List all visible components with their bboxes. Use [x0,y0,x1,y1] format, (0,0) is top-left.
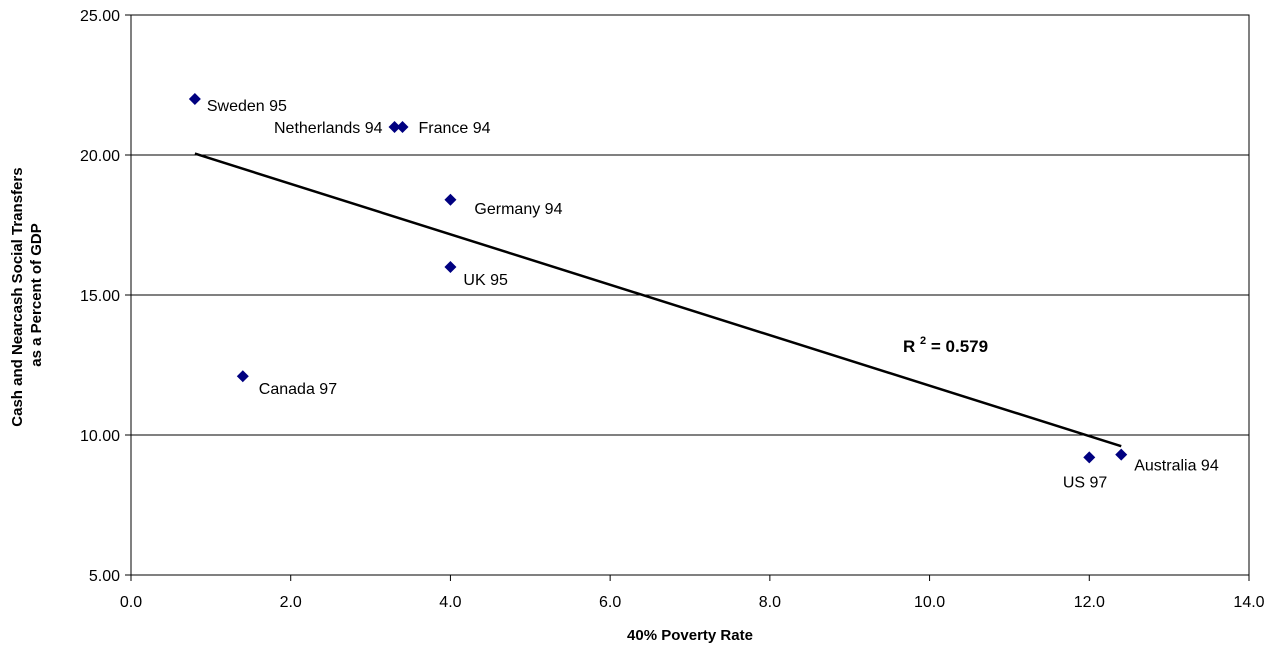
data-point-label: UK 95 [463,272,508,289]
trendline [194,152,1122,448]
x-tick-label: 0.0 [120,594,142,611]
y-tick-label: 20.00 [80,148,120,165]
x-tick-label: 2.0 [280,594,302,611]
y-axis-title-line-2: as a Percent of GDP [28,223,45,366]
data-point-label: France 94 [419,120,491,137]
data-point-label: Netherlands 94 [274,120,383,137]
data-point-marker [388,121,401,133]
y-tick-label: 25.00 [80,8,120,25]
y-tick-label: 15.00 [80,288,120,305]
x-axis-title: 40% Poverty Rate [627,627,753,644]
data-point-label: US 97 [1063,474,1108,491]
x-tick-label: 4.0 [439,594,461,611]
r-squared-annotation: R 2 = 0.579 [903,329,988,356]
x-tick-label: 8.0 [759,594,781,611]
data-point-marker [444,261,457,273]
point-labels: Sweden 95 Netherlands 94 France 94 Germany … [207,98,1219,491]
x-tick-label: 10.0 [914,594,945,611]
y-tick-label: 5.00 [89,568,120,585]
y-tick-label: 10.00 [80,428,120,445]
data-point-label: Australia 94 [1134,458,1219,475]
data-point-label: Germany 94 [474,201,562,218]
x-tick-label: 6.0 [599,594,621,611]
x-tick-label: 14.0 [1233,594,1264,611]
data-point-marker [236,370,249,383]
data-point-label: Canada 97 [259,381,337,398]
y-axis-ticks: 5.00 10.00 15.00 20.00 25.00 [80,8,131,585]
x-axis-ticks: 0.0 2.0 4.0 6.0 8.0 10.0 12.0 14.0 [120,575,1265,611]
data-point-marker [396,121,409,133]
r-squared-value: = 0.579 [931,337,988,356]
data-point-marker [1115,448,1128,461]
data-point-label: Sweden 95 [207,98,287,115]
data-point-marker [188,93,201,105]
y-axis-title: Cash and Nearcash Social Transfers as a … [9,163,45,426]
r-squared-r: R [903,337,915,356]
data-point-marker [444,193,457,206]
data-points [188,93,1128,464]
x-tick-label: 12.0 [1074,594,1105,611]
y-axis-title-line-1: Cash and Nearcash Social Transfers [9,167,26,426]
data-point-marker [1083,451,1096,464]
r-squared-superscript: 2 [920,335,926,347]
